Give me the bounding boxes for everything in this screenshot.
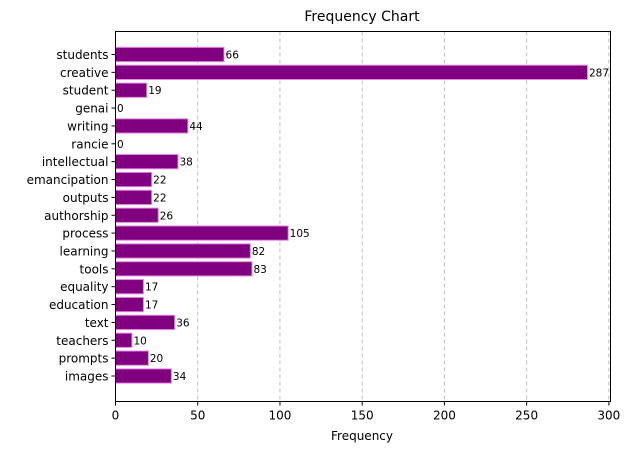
bar-learning — [115, 243, 251, 259]
data-label-intellectual: 38 — [179, 157, 192, 169]
data-label-outputs: 22 — [153, 192, 166, 204]
y-tick-label-emancipation: emancipation — [27, 173, 109, 187]
bar-creative — [115, 64, 588, 81]
x-tick-label: 150 — [351, 409, 374, 423]
x-axis-ticks: 0 50 100 150 200 250 300 — [112, 401, 620, 423]
bar-series — [115, 46, 588, 384]
y-tick-label-authorship: authorship — [44, 209, 108, 223]
bar-intellectual — [115, 154, 179, 170]
data-label-education: 17 — [145, 300, 158, 312]
y-tick-label-equality: equality — [60, 280, 108, 294]
grid-lines — [197, 31, 610, 402]
y-tick-label-intellectual: intellectual — [42, 155, 109, 169]
y-tick-label-students: students — [56, 48, 108, 62]
bar-students — [115, 46, 225, 63]
bar-teachers — [115, 332, 133, 348]
bar-tools — [115, 261, 253, 277]
plot-frame — [115, 31, 611, 402]
x-tick-label: 200 — [433, 409, 456, 423]
bar-process — [115, 225, 289, 241]
data-labels: 66 287 19 0 44 0 38 22 22 26 105 82 83 17 17 36 10 20 34 — [117, 50, 609, 384]
bar-writing — [115, 118, 189, 134]
y-tick-label-teachers: teachers — [56, 334, 108, 348]
chart-title: Frequency Chart — [304, 9, 420, 25]
data-label-student: 19 — [148, 85, 161, 97]
y-tick-label-tools: tools — [80, 262, 109, 276]
data-label-students: 66 — [226, 50, 240, 62]
bar-authorship — [115, 207, 159, 223]
bar-text — [115, 314, 176, 331]
y-tick-label-genai: genai — [75, 102, 108, 116]
bar-outputs — [115, 189, 153, 206]
bar-education — [115, 296, 144, 313]
data-label-tools: 83 — [253, 264, 266, 276]
data-label-prompts: 20 — [150, 353, 163, 365]
y-tick-label-writing: writing — [67, 119, 108, 133]
x-tick-label: 300 — [597, 409, 620, 423]
y-tick-label-education: education — [49, 298, 109, 312]
y-tick-label-process: process — [62, 227, 108, 241]
y-tick-label-text: text — [85, 316, 109, 330]
x-axis-label: Frequency — [331, 429, 393, 443]
y-tick-label-creative: creative — [60, 66, 109, 80]
bar-emancipation — [115, 171, 153, 188]
data-label-writing: 44 — [189, 121, 203, 133]
y-tick-label-rancie: rancie — [71, 137, 108, 151]
data-label-equality: 17 — [145, 282, 158, 294]
bar-images — [115, 368, 172, 384]
data-label-emancipation: 22 — [153, 175, 166, 187]
data-label-authorship: 26 — [160, 210, 174, 222]
bar-prompts — [115, 350, 149, 366]
bar-equality — [115, 279, 144, 295]
y-tick-label-outputs: outputs — [63, 191, 109, 205]
y-axis-ticks: students creative student genai writing ranci… — [27, 48, 116, 384]
data-label-process: 105 — [290, 228, 310, 240]
data-label-images: 34 — [173, 371, 187, 383]
y-tick-label-learning: learning — [60, 244, 109, 258]
bar-student — [115, 82, 148, 98]
y-tick-label-student: student — [63, 84, 109, 98]
data-label-text: 36 — [176, 317, 190, 329]
x-tick-label: 0 — [112, 409, 120, 423]
data-label-teachers: 10 — [133, 335, 146, 347]
data-label-rancie: 0 — [117, 139, 124, 151]
data-label-creative: 287 — [589, 67, 609, 79]
x-tick-label: 250 — [515, 409, 538, 423]
x-tick-label: 50 — [190, 409, 205, 423]
y-tick-label-images: images — [65, 370, 109, 384]
data-label-learning: 82 — [252, 246, 265, 258]
data-label-genai: 0 — [117, 103, 124, 115]
y-tick-label-prompts: prompts — [59, 352, 109, 366]
x-tick-label: 100 — [268, 409, 291, 423]
